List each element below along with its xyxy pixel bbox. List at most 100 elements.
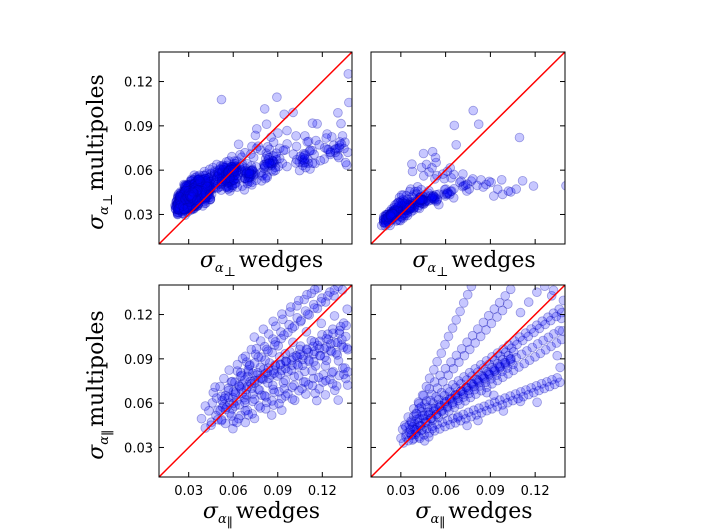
data-point [314,336,325,347]
data-point [330,147,341,158]
data-point [409,202,420,213]
data-point [378,214,389,224]
data-point [191,192,201,203]
data-point [417,424,428,435]
data-point [185,200,196,210]
data-point [190,186,200,197]
panel-bottom-left-points [196,285,352,434]
data-point [204,192,214,202]
data-point [414,193,425,203]
data-point [234,399,245,410]
data-point [517,176,528,186]
data-point [274,386,284,397]
data-point [177,194,188,205]
data-point [441,189,452,200]
data-point [386,209,397,220]
data-point [174,196,185,207]
data-point [260,403,271,414]
data-point [206,179,216,189]
data-point [406,207,416,217]
data-point [172,202,183,213]
data-point [174,203,184,214]
data-point [400,420,410,431]
data-point [443,188,454,199]
data-point [273,340,284,351]
data-point [440,421,450,432]
data-point [183,188,193,199]
data-point [177,199,187,210]
data-point [334,137,345,147]
data-point [186,191,196,202]
data-point [297,354,308,365]
data-point [203,179,214,189]
data-point [421,159,432,170]
data-point [190,200,200,211]
data-point [190,187,201,198]
data-point [225,408,235,418]
data-point [384,215,395,225]
data-point [193,189,203,200]
data-point [188,175,199,185]
data-point [378,215,389,226]
data-point [200,173,211,184]
data-point [182,201,193,212]
panel-bottom-left-xtick-label: 0.06 [219,484,248,499]
data-point [181,194,192,204]
data-point [190,190,200,201]
data-point [175,200,186,211]
data-point [175,199,186,210]
data-point [222,160,232,171]
data-point [227,376,238,387]
data-point [191,193,202,203]
data-point [200,181,210,192]
data-point [270,162,281,173]
data-point [182,195,193,206]
data-point [307,365,317,376]
data-point [232,359,243,370]
data-point [182,202,193,213]
data-point [487,378,497,389]
data-point [171,202,181,212]
data-point [275,360,286,370]
data-point [194,185,205,195]
xlabel-sigma: σ [415,499,431,524]
data-point [229,175,239,186]
data-point [189,190,200,200]
data-point [183,191,193,202]
data-point [187,193,197,203]
data-point [276,393,287,404]
data-point [425,191,436,201]
data-point [255,373,266,384]
data-point [427,193,438,203]
data-point [502,363,513,373]
data-point [302,344,312,355]
data-point [222,172,233,183]
data-point [191,181,202,191]
data-point [188,192,198,202]
data-point [221,173,232,184]
data-point [380,210,391,220]
data-point [180,195,191,205]
data-point [177,191,188,202]
data-point [209,168,220,178]
data-point [195,183,205,194]
data-point [401,203,411,214]
data-point [280,363,291,374]
data-point [188,185,199,196]
data-point [472,375,483,386]
data-point [427,146,438,157]
data-point [420,410,430,421]
data-point [181,190,192,200]
data-point [303,136,314,147]
data-point [178,192,189,203]
data-point [180,181,191,192]
data-point [478,182,489,192]
data-point [190,187,200,197]
data-point [176,200,187,211]
data-point [201,178,211,189]
data-point [274,143,285,154]
data-point [245,170,255,181]
data-point [185,197,195,208]
data-point [209,174,220,185]
data-point [488,191,499,201]
